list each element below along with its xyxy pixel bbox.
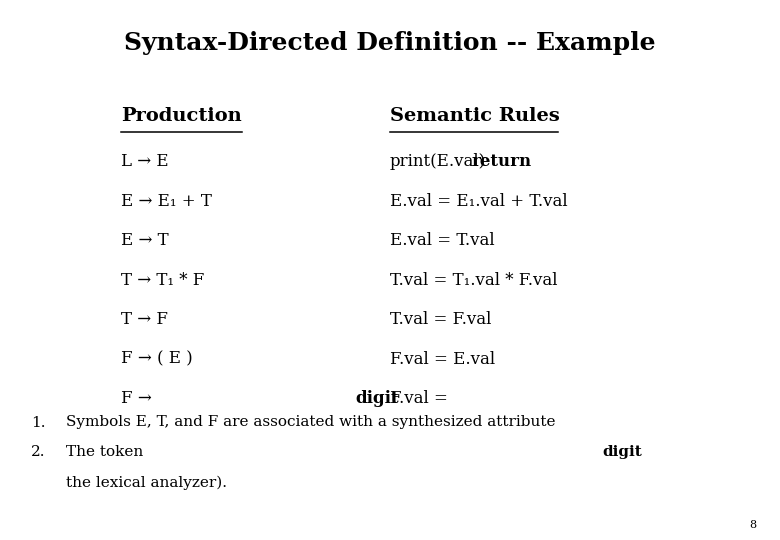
Text: T → T₁ * F: T → T₁ * F [121, 272, 204, 289]
Text: Semantic Rules: Semantic Rules [390, 107, 560, 125]
Text: T → F: T → F [121, 311, 168, 328]
Text: digit: digit [602, 445, 642, 459]
Text: F →: F → [121, 390, 157, 407]
Text: 2.: 2. [31, 446, 46, 460]
Text: E.val = E₁.val + T.val: E.val = E₁.val + T.val [390, 193, 568, 210]
Text: F.val = E.val: F.val = E.val [390, 350, 495, 368]
Text: digit: digit [355, 390, 399, 407]
Text: T.val = F.val: T.val = F.val [390, 311, 491, 328]
Text: E → T: E → T [121, 232, 168, 249]
Text: 8: 8 [750, 520, 757, 530]
Text: E.val = T.val: E.val = T.val [390, 232, 495, 249]
Text: Production: Production [121, 107, 242, 125]
Text: E → E₁ + T: E → E₁ + T [121, 193, 212, 210]
Text: Syntax-Directed Definition -- Example: Syntax-Directed Definition -- Example [124, 31, 656, 55]
Text: L → E: L → E [121, 153, 174, 171]
Text: T.val = T₁.val * F.val: T.val = T₁.val * F.val [390, 272, 558, 289]
Text: return: return [472, 153, 532, 171]
Text: F → ( E ): F → ( E ) [121, 350, 193, 368]
Text: print(E.val): print(E.val) [390, 153, 486, 171]
Text: the lexical analyzer).: the lexical analyzer). [66, 475, 227, 490]
Text: 1.: 1. [31, 416, 46, 430]
Text: F.val =: F.val = [390, 390, 453, 407]
Text: The token: The token [66, 445, 148, 459]
Text: Symbols E, T, and F are associated with a synthesized attribute: Symbols E, T, and F are associated with … [66, 415, 561, 429]
